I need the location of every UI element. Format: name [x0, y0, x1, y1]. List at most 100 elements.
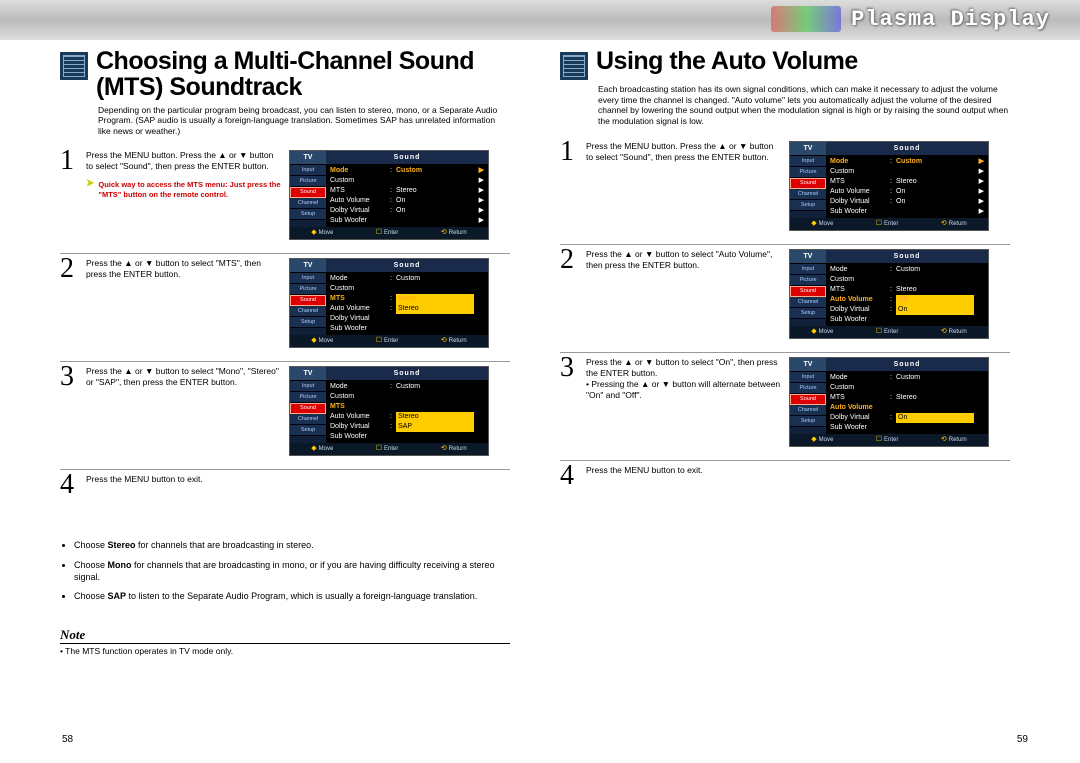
osd-item: MTS:Mono [330, 294, 484, 304]
osd-item: Sub Woofer [830, 315, 984, 325]
osd-tab: Input [290, 381, 326, 392]
step-text: Press the MENU button. Press the ▲ or ▼ … [586, 141, 781, 163]
section-intro: Depending on the particular program bein… [98, 105, 510, 137]
osd-footer: ◆Move ☐Enter ⟲Return [790, 218, 988, 230]
return-icon: ⟲ [441, 443, 447, 455]
osd-footer: ◆Move ☐Enter ⟲Return [790, 326, 988, 338]
osd-header: TVSound [290, 151, 488, 165]
osd-item: Dolby Virtual:On▶ [830, 197, 984, 207]
osd-menu: TVSound InputPictureSoundChannelSetup Mod… [289, 150, 489, 240]
bullet-item: Choose Mono for channels that are broadc… [74, 560, 510, 583]
osd-tab: Channel [790, 405, 826, 416]
osd-item: Auto Volume:On▶ [330, 196, 484, 206]
osd-tab: Setup [790, 308, 826, 319]
brand-logo: Plasma Display [771, 2, 1050, 36]
header-bar: Plasma Display [0, 0, 1080, 40]
osd-tab: Sound [790, 286, 826, 297]
osd-item: Custom [330, 392, 484, 402]
step-2: 2 Press the ▲ or ▼ button to select "Aut… [560, 245, 1010, 353]
brand-text: Plasma Display [851, 7, 1050, 32]
enter-icon: ☐ [876, 218, 882, 230]
osd-item: Sub Woofer [330, 432, 484, 442]
osd-footer: ◆Move ☐Enter ⟲Return [290, 227, 488, 239]
osd-tabs: InputPictureSoundChannelSetup [290, 165, 326, 227]
osd-item: Sub Woofer▶ [830, 207, 984, 217]
osd-item: Sub Woofer▶ [330, 216, 484, 226]
manual-spread: Plasma Display Choosing a Multi-Channel … [0, 0, 1080, 763]
step-2: 2 Press the ▲ or ▼ button to select "MTS… [60, 254, 510, 362]
osd-item: Custom [830, 383, 984, 393]
osd-item: MTS:Stereo [830, 393, 984, 403]
osd-item: Mode:Custom▶ [330, 166, 484, 176]
osd-item: Mode:Custom [330, 274, 484, 284]
page-right: Using the Auto Volume Each broadcasting … [560, 48, 1010, 656]
osd-header: TVSound [290, 367, 488, 381]
step-num: 4 [560, 465, 578, 487]
step-text: Press the MENU button to exit. [586, 465, 781, 476]
bullet-item: Choose SAP to listen to the Separate Aud… [74, 591, 510, 603]
step-text: Press the MENU button. Press the ▲ or ▼ … [86, 150, 281, 200]
return-icon: ⟲ [941, 326, 947, 338]
step-num: 2 [60, 258, 78, 280]
note-heading: Note [60, 627, 510, 643]
move-icon: ◆ [811, 434, 816, 446]
osd-tab: Channel [290, 198, 326, 209]
osd-tab: Setup [790, 416, 826, 427]
osd-tab: Input [290, 273, 326, 284]
osd-tab: Picture [790, 275, 826, 286]
osd-tab: Setup [290, 317, 326, 328]
step-3: 3 Press the ▲ or ▼ button to select "Mon… [60, 362, 510, 470]
osd-item: MTS:Stereo [830, 285, 984, 295]
osd-tab: Channel [790, 189, 826, 200]
step-3: 3 Press the ▲ or ▼ button to select "On"… [560, 353, 1010, 461]
osd-item: Dolby Virtual:SAP [330, 422, 484, 432]
osd-tab: Picture [290, 176, 326, 187]
step-num: 1 [560, 141, 578, 163]
tip-arrow-icon: ➤ [86, 180, 94, 200]
osd-tab: Channel [290, 414, 326, 425]
osd-tab: Sound [790, 394, 826, 405]
osd-item: Auto Volume:Off [830, 295, 984, 305]
osd-tab: Setup [290, 209, 326, 220]
osd-tab: Picture [790, 167, 826, 178]
osd-item: Mode:Custom [830, 373, 984, 383]
osd-menu: TVSound InputPictureSoundChannelSetupMod… [289, 258, 489, 348]
osd-tabs: InputPictureSoundChannelSetup [790, 372, 826, 434]
step-1: 1 Press the MENU button. Press the ▲ or … [560, 137, 1010, 245]
step-1: 1 Press the MENU button. Press the ▲ or … [60, 146, 510, 254]
section-icon [560, 52, 588, 80]
page-number-left: 58 [62, 734, 73, 745]
osd-item: Dolby Virtual:On [830, 305, 984, 315]
osd-tabs: InputPictureSoundChannelSetup [790, 264, 826, 326]
osd-item: Custom [330, 284, 484, 294]
move-icon: ◆ [311, 335, 316, 347]
osd-tab: Picture [290, 392, 326, 403]
osd-item: Dolby Virtual [330, 314, 484, 324]
osd-header: TVSound [790, 250, 988, 264]
enter-icon: ☐ [376, 227, 382, 239]
osd-item: MTS:Stereo▶ [330, 186, 484, 196]
osd-footer: ◆Move ☐Enter ⟲Return [790, 434, 988, 446]
osd-header: TVSound [790, 358, 988, 372]
osd-item: MTS [330, 402, 484, 412]
page-left: Choosing a Multi-Channel Sound (MTS) Sou… [60, 48, 510, 656]
osd-tab: Sound [790, 178, 826, 189]
bullet-list: Choose Stereo for channels that are broa… [60, 540, 510, 603]
osd-menu: TVSound InputPictureSoundChannelSetupMod… [789, 141, 989, 231]
osd-tab: Setup [290, 425, 326, 436]
move-icon: ◆ [311, 227, 316, 239]
brand-deco-icon [771, 6, 841, 32]
step-text: Press the ▲ or ▼ button to select "MTS",… [86, 258, 281, 280]
osd-item: Auto Volume:Stereo [330, 412, 484, 422]
move-icon: ◆ [311, 443, 316, 455]
osd-header: TVSound [290, 259, 488, 273]
osd-tab: Sound [290, 403, 326, 414]
section-icon [60, 52, 88, 80]
step-text: Press the ▲ or ▼ button to select "Auto … [586, 249, 781, 271]
step-4: 4 Press the MENU button to exit. [560, 461, 1010, 501]
return-icon: ⟲ [941, 434, 947, 446]
move-icon: ◆ [811, 218, 816, 230]
osd-tabs: InputPictureSoundChannelSetup [790, 156, 826, 218]
step-text: Press the ▲ or ▼ button to select "On", … [586, 357, 781, 401]
osd-item: Auto Volume [830, 403, 984, 413]
